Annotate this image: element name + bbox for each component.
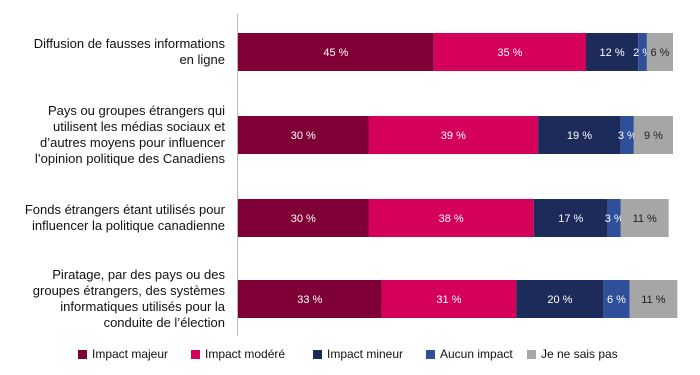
bar-segment <box>368 116 539 154</box>
bar-segment <box>238 199 369 237</box>
bar-segment <box>238 33 434 71</box>
bar-segment <box>238 116 369 154</box>
category-label: Diffusion de fausses informations en lig… <box>33 36 225 67</box>
bar-segment <box>633 116 673 154</box>
bar-segment <box>603 280 630 318</box>
bar-segment <box>533 199 608 237</box>
bar-segment <box>538 116 621 154</box>
legend-swatch <box>527 350 536 359</box>
legend-label: Je ne sais pas <box>541 347 618 361</box>
value-label: 3 % <box>605 213 624 225</box>
legend-swatch <box>191 350 200 359</box>
value-label: 20 % <box>547 294 572 306</box>
legend-label: Impact mineur <box>327 347 403 361</box>
category-label: Piratage, par des pays ou des groupes ét… <box>32 267 225 330</box>
bar-segment <box>629 280 678 318</box>
value-label: 19 % <box>567 130 592 142</box>
value-label: 30 % <box>291 213 316 225</box>
legend-label: Impact majeur <box>92 347 168 361</box>
legend-swatch <box>313 350 322 359</box>
legend-swatch <box>78 350 87 359</box>
legend-label: Aucun impact <box>440 347 513 361</box>
value-label: 39 % <box>441 130 466 142</box>
bar-segment <box>586 33 639 71</box>
legend-swatch <box>426 350 435 359</box>
bar-segment <box>433 33 586 71</box>
value-label: 9 % <box>644 130 663 142</box>
value-label: 45 % <box>323 47 348 59</box>
bar-segment <box>368 199 534 237</box>
bar-segment <box>238 280 382 318</box>
bar-segment <box>516 280 604 318</box>
value-label: 35 % <box>497 47 522 59</box>
bar-segment <box>607 199 621 237</box>
value-label: 3 % <box>618 130 637 142</box>
category-label: Fonds étrangers étant utilisés pour infl… <box>24 202 225 233</box>
bar-segment <box>646 33 673 71</box>
value-label: 38 % <box>439 213 464 225</box>
bar-segment <box>638 33 647 71</box>
bar-segment <box>620 199 669 237</box>
value-label: 11 % <box>633 213 657 225</box>
value-label: 6 % <box>650 47 669 59</box>
value-label: 17 % <box>558 213 583 225</box>
value-label: 31 % <box>436 294 461 306</box>
value-label: 12 % <box>600 47 625 59</box>
value-label: 33 % <box>297 294 322 306</box>
value-label: 6 % <box>607 294 626 306</box>
bar-segment <box>620 116 634 154</box>
value-label: 11 % <box>641 294 665 306</box>
category-label: Pays ou groupes étrangers qui utilisent … <box>34 103 225 166</box>
bar-segment <box>381 280 517 318</box>
legend-label: Impact modéré <box>205 347 285 361</box>
value-label: 30 % <box>291 130 316 142</box>
